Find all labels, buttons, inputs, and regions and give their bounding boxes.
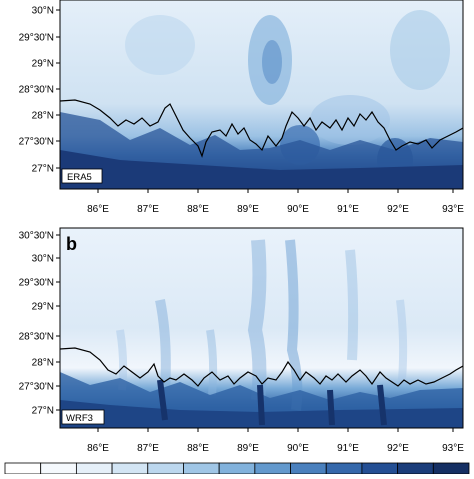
panel-b-model-box: WRF3 [61,409,105,425]
panel-a-contours [60,10,463,189]
colorbar-swatch [40,462,77,475]
colorbar-swatch [432,462,470,475]
panel-b-border-line [60,347,463,387]
lat-tick-label: 30°N [32,254,54,265]
lon-tick-label: 91°E [337,204,359,215]
panel-b-frame [59,227,464,429]
lat-tick-label: 27°N [32,164,54,175]
lon-tick-label: 88°E [187,204,209,215]
lon-tick-label: 93°E [442,204,464,215]
panel-a-model-label: ERA5 [67,172,92,183]
lat-tick-label: 29°30'N [19,278,54,289]
colorbar-swatch [397,462,434,475]
lat-tick-label: 30°N [32,6,54,17]
colorbar [4,462,470,475]
colorbar-swatch [183,462,220,475]
lon-tick-label: 92°E [387,204,409,215]
panel-b-lat-axis: 30°30'N 30°N 29°30'N 29°N 28°30'N 28°N 27°30'N… [19,231,60,417]
lon-tick-label: 88°E [187,443,209,454]
panel-b-lon-axis: 86°E 87°E 88°E 89°E 90°E 91°E 92°E 93°E [87,428,464,454]
panel-b-label: b [66,234,77,254]
colorbar-swatch [75,462,113,475]
colorbar-swatch [147,462,184,475]
lon-tick-label: 92°E [387,443,409,454]
lon-tick-label: 86°E [87,443,109,454]
colorbar-swatch [4,462,42,475]
lat-tick-label: 28°30'N [19,332,54,343]
lon-tick-label: 89°E [237,204,259,215]
colorbar-swatch [254,462,291,475]
panel-b-contours [60,239,463,428]
lat-tick-label: 27°N [32,406,54,417]
panel-a-lon-axis: 86°E 87°E 88°E 89°E 90°E 91°E 92°E 93°E [87,189,464,215]
lat-tick-label: 30°30'N [19,231,54,242]
lon-tick-label: 87°E [137,443,159,454]
colorbar-swatch [111,462,149,475]
lat-tick-label: 29°N [32,302,54,313]
lon-tick-label: 91°E [337,443,359,454]
colorbar-swatch [218,462,256,475]
lon-tick-label: 89°E [237,443,259,454]
panel-a-model-box: ERA5 [61,168,103,184]
colorbar-swatch [361,462,399,475]
lat-tick-label: 27°30'N [19,137,54,148]
lat-tick-label: 28°N [32,358,54,369]
lat-tick-label: 29°N [32,59,54,70]
lon-tick-label: 86°E [87,204,109,215]
lat-tick-label: 28°30'N [19,85,54,96]
lon-tick-label: 93°E [442,443,464,454]
colorbar-swatch [290,462,327,475]
lon-tick-label: 90°E [287,443,309,454]
lon-tick-label: 87°E [137,204,159,215]
lat-tick-label: 29°30'N [19,33,54,44]
panel-b-model-label: WRF3 [66,413,93,424]
panel-b: b WRF3 30°30'N 30°N 29°30'N 29°N 28°30'N 28°N… [19,227,464,454]
colorbar-swatch [325,462,363,475]
panel-a-lat-axis: 30°N 29°30'N 29°N 28°30'N 28°N 27°30'N 27°N [19,6,60,175]
lat-tick-label: 28°N [32,111,54,122]
panel-a-frame [59,0,464,190]
lon-tick-label: 90°E [287,204,309,215]
panel-a: ERA5 30°N 29°30'N 29°N 28°30'N 28°N 27°30'N 27… [19,0,464,215]
panel-a-border-line [60,99,463,158]
lat-tick-label: 27°30'N [19,382,54,393]
